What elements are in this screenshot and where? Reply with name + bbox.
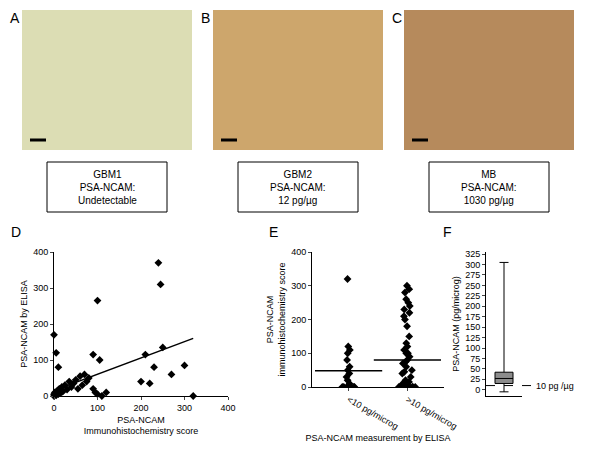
svg-text:PSA-NCAM by ELISA: PSA-NCAM by ELISA: [19, 280, 29, 368]
svg-text:GBM1PSA-NCAM:Undetectable: GBM1PSA-NCAM:Undetectable: [78, 169, 137, 206]
svg-text:PSA-NCAMimmunohistochemistry s: PSA-NCAMimmunohistochemistry score: [265, 262, 287, 376]
svg-text:MBPSA-NCAM:1030 pg/µg: MBPSA-NCAM:1030 pg/µg: [461, 169, 517, 206]
svg-text:0: 0: [475, 385, 480, 395]
svg-text:GBM2PSA-NCAM:12 pg/µg: GBM2PSA-NCAM:12 pg/µg: [270, 169, 326, 206]
svg-text:225: 225: [465, 291, 480, 301]
svg-text:400: 400: [33, 247, 48, 257]
svg-text:100: 100: [90, 403, 105, 413]
svg-text:D: D: [11, 224, 21, 240]
svg-text:250: 250: [465, 281, 480, 291]
svg-text:E: E: [269, 224, 278, 240]
svg-text:10 pg /µg: 10 pg /µg: [536, 381, 574, 391]
svg-text:0: 0: [43, 391, 48, 401]
svg-text:0: 0: [51, 403, 56, 413]
svg-text:25: 25: [470, 374, 480, 384]
svg-text:300: 300: [465, 260, 480, 270]
svg-text:275: 275: [465, 270, 480, 280]
svg-text:325: 325: [465, 249, 480, 259]
svg-text:125: 125: [465, 333, 480, 343]
svg-text:175: 175: [465, 312, 480, 322]
svg-text:F: F: [443, 224, 452, 240]
svg-text:100: 100: [291, 348, 306, 358]
svg-text:200: 200: [133, 403, 148, 413]
svg-text:150: 150: [465, 322, 480, 332]
svg-text:C: C: [392, 10, 402, 26]
svg-text:100: 100: [33, 355, 48, 365]
svg-text:PSA-NCAMImmunohistochemistry s: PSA-NCAMImmunohistochemistry score: [84, 415, 199, 437]
svg-text:300: 300: [291, 281, 306, 291]
svg-text:B: B: [201, 10, 210, 26]
svg-text:PSA-NCAM measurement by ELISA: PSA-NCAM measurement by ELISA: [305, 433, 450, 443]
svg-text:200: 200: [465, 301, 480, 311]
svg-text:PSA-NCAM (pg/microg): PSA-NCAM (pg/microg): [451, 276, 461, 372]
svg-text:<10 pg/microg: <10 pg/microg: [345, 394, 400, 431]
svg-text:75: 75: [470, 354, 480, 364]
svg-text:300: 300: [177, 403, 192, 413]
svg-text:50: 50: [470, 364, 480, 374]
svg-text:300: 300: [33, 283, 48, 293]
svg-text:400: 400: [291, 247, 306, 257]
svg-text:200: 200: [33, 319, 48, 329]
svg-text:400: 400: [220, 403, 235, 413]
svg-text:A: A: [10, 10, 20, 26]
svg-text:>10 pg/microg: >10 pg/microg: [404, 394, 459, 431]
svg-text:0: 0: [301, 382, 306, 392]
svg-text:100: 100: [465, 343, 480, 353]
svg-text:200: 200: [291, 315, 306, 325]
